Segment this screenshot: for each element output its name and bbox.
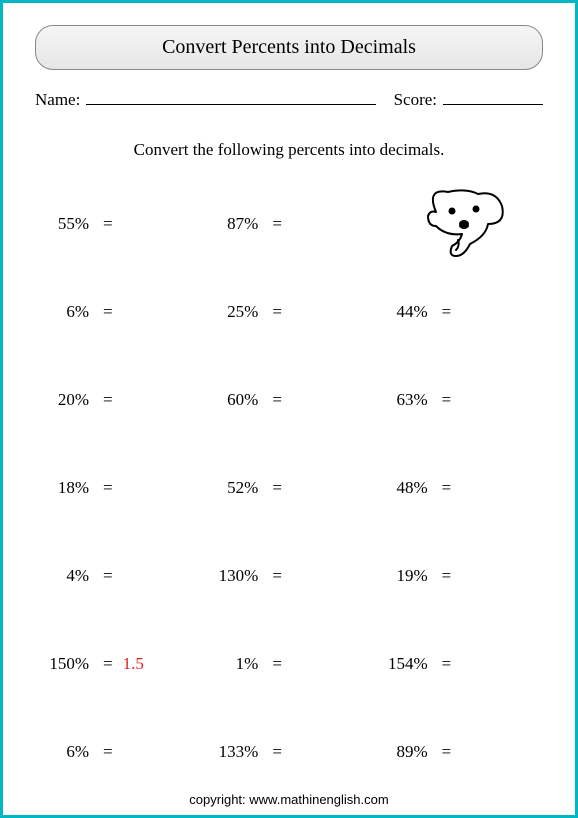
equals-sign: =: [272, 302, 282, 322]
problem-cell: 52% =: [204, 478, 373, 498]
equals-sign: =: [442, 302, 452, 322]
equals-sign: =: [442, 742, 452, 762]
problem-cell: 6% =: [35, 302, 204, 322]
percent-value: 18%: [35, 478, 93, 498]
name-score-row: Name: Score:: [35, 88, 543, 110]
problem-cell: 150% = 1.5: [35, 654, 204, 674]
worksheet-title: Convert Percents into Decimals: [35, 25, 543, 70]
equals-sign: =: [272, 390, 282, 410]
percent-value: 6%: [35, 742, 93, 762]
percent-value: 154%: [374, 654, 432, 674]
problem-cell: 19% =: [374, 566, 543, 586]
problem-cell: 1% =: [204, 654, 373, 674]
problem-cell: 44% =: [374, 302, 543, 322]
percent-value: 89%: [374, 742, 432, 762]
score-label: Score:: [394, 90, 437, 110]
problem-cell: 60% =: [204, 390, 373, 410]
equals-sign: =: [272, 478, 282, 498]
percent-value: 60%: [204, 390, 262, 410]
problem-cell: 63% =: [374, 390, 543, 410]
equals-sign: =: [272, 742, 282, 762]
percent-value: 1%: [204, 654, 262, 674]
instruction-text: Convert the following percents into deci…: [3, 140, 575, 160]
problem-cell: 25% =: [204, 302, 373, 322]
answer-value: 1.5: [123, 654, 144, 674]
percent-value: 44%: [374, 302, 432, 322]
problem-cell: 6% =: [35, 742, 204, 762]
problems-grid: 55% = 87% = 6% = 25% = 44% = 20% = 60% = 63% = 18% = 52% =…: [35, 180, 543, 796]
percent-value: 48%: [374, 478, 432, 498]
name-label: Name:: [35, 90, 80, 110]
percent-value: 150%: [35, 654, 93, 674]
dog-illustration: [374, 184, 543, 264]
percent-value: 20%: [35, 390, 93, 410]
percent-value: 6%: [35, 302, 93, 322]
equals-sign: =: [442, 478, 452, 498]
equals-sign: =: [103, 478, 113, 498]
problem-cell: 89% =: [374, 742, 543, 762]
equals-sign: =: [442, 654, 452, 674]
problem-cell: 18% =: [35, 478, 204, 498]
score-blank-line[interactable]: [443, 88, 543, 105]
equals-sign: =: [103, 654, 113, 674]
equals-sign: =: [103, 302, 113, 322]
equals-sign: =: [103, 214, 113, 234]
equals-sign: =: [442, 390, 452, 410]
equals-sign: =: [103, 742, 113, 762]
equals-sign: =: [442, 566, 452, 586]
equals-sign: =: [103, 390, 113, 410]
equals-sign: =: [272, 566, 282, 586]
percent-value: 55%: [35, 214, 93, 234]
percent-value: 19%: [374, 566, 432, 586]
equals-sign: =: [272, 654, 282, 674]
dog-icon: [406, 184, 511, 264]
problem-cell: 48% =: [374, 478, 543, 498]
problem-cell: 87% =: [204, 214, 373, 234]
name-blank-line[interactable]: [86, 88, 375, 105]
problem-cell: 133% =: [204, 742, 373, 762]
problem-cell: 55% =: [35, 214, 204, 234]
percent-value: 87%: [204, 214, 262, 234]
percent-value: 63%: [374, 390, 432, 410]
problem-cell: 130% =: [204, 566, 373, 586]
equals-sign: =: [103, 566, 113, 586]
problem-cell: 4% =: [35, 566, 204, 586]
percent-value: 25%: [204, 302, 262, 322]
equals-sign: =: [272, 214, 282, 234]
problem-cell: 20% =: [35, 390, 204, 410]
percent-value: 4%: [35, 566, 93, 586]
problem-cell: 154% =: [374, 654, 543, 674]
copyright-text: copyright: www.mathinenglish.com: [3, 792, 575, 807]
percent-value: 133%: [204, 742, 262, 762]
percent-value: 130%: [204, 566, 262, 586]
percent-value: 52%: [204, 478, 262, 498]
